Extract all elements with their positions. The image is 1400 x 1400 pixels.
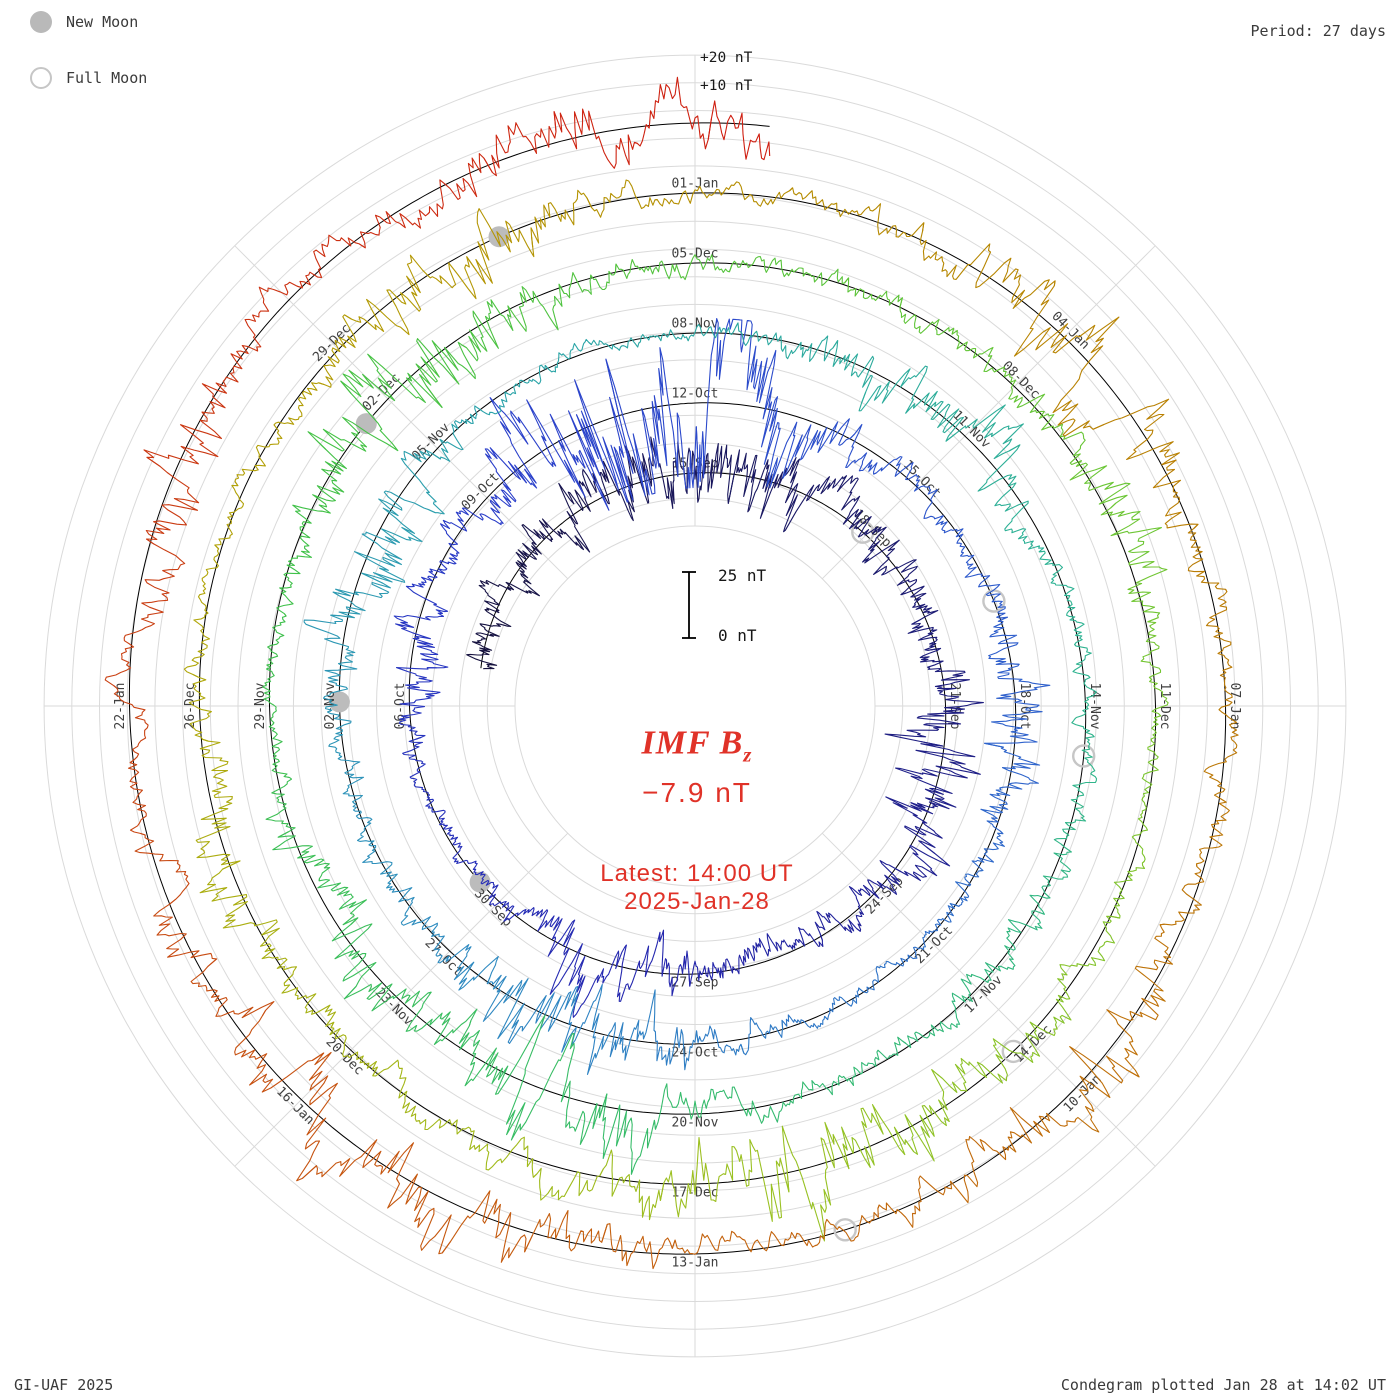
period-label: Period: 27 days xyxy=(1250,22,1386,40)
full-moon-legend-row: Full Moon xyxy=(30,64,147,92)
full-moon-marker xyxy=(833,1218,857,1242)
new-moon-icon xyxy=(30,11,52,33)
date-label: 07-Jan xyxy=(1227,683,1242,730)
full-moon-label: Full Moon xyxy=(66,69,148,87)
credit-label: GI-UAF 2025 xyxy=(14,1376,114,1394)
full-moon-marker xyxy=(1001,1039,1025,1064)
scale-bar-rule xyxy=(682,571,696,639)
scale-bar-zero-label: 0 nT xyxy=(718,626,757,645)
date-label: 05-Dec xyxy=(672,247,719,262)
full-moon-icon xyxy=(30,67,52,89)
plotted-timestamp-label: Condegram plotted Jan 28 at 14:02 UT xyxy=(1060,1376,1386,1394)
moon-phase-legend: New Moon Full Moon xyxy=(30,8,147,120)
chart-title-subscript: z xyxy=(743,742,753,767)
date-label: 12-Oct xyxy=(672,387,719,402)
date-label: 27-Sep xyxy=(672,976,719,991)
outer-gridline-label-plus20: +20 nT xyxy=(700,50,753,66)
full-moon-marker xyxy=(1071,744,1096,768)
scale-bar-top-label: 25 nT xyxy=(718,566,767,585)
outer-gridline-label-plus10: +10 nT xyxy=(700,78,753,94)
date-label: 08-Nov xyxy=(672,317,719,332)
scale-bar: 25 nT 0 nT xyxy=(678,566,798,646)
date-label: 29-Nov xyxy=(253,682,268,729)
date-label: 20-Nov xyxy=(672,1116,719,1131)
latest-date-line: 2025-Jan-28 xyxy=(624,888,770,915)
date-label: 22-Jan xyxy=(113,683,128,730)
data-spiral xyxy=(104,76,1239,1270)
new-moon-marker xyxy=(328,691,350,713)
new-moon-marker xyxy=(355,413,377,435)
date-label: 21-Sep xyxy=(947,683,962,730)
new-moon-legend-row: New Moon xyxy=(30,8,147,36)
grid-spokes xyxy=(44,55,1346,1357)
latest-timestamp: Latest: 14:00 UT 2025-Jan-28 xyxy=(600,860,793,916)
new-moon-label: New Moon xyxy=(66,13,139,31)
date-label: 18-Oct xyxy=(1017,683,1032,730)
latest-value: −7.9 nT xyxy=(642,777,752,808)
date-label: 26-Dec xyxy=(183,683,198,730)
latest-time-line: Latest: 14:00 UT xyxy=(600,860,794,887)
date-label: 14-Nov xyxy=(1087,683,1102,730)
date-label: 06-Oct xyxy=(393,683,408,730)
chart-title-main: IMF B xyxy=(641,724,744,762)
new-moon-marker xyxy=(469,871,491,893)
date-label: 01-Jan xyxy=(672,177,719,192)
date-label: 13-Jan xyxy=(672,1256,719,1271)
chart-title: IMF Bz xyxy=(642,725,753,768)
